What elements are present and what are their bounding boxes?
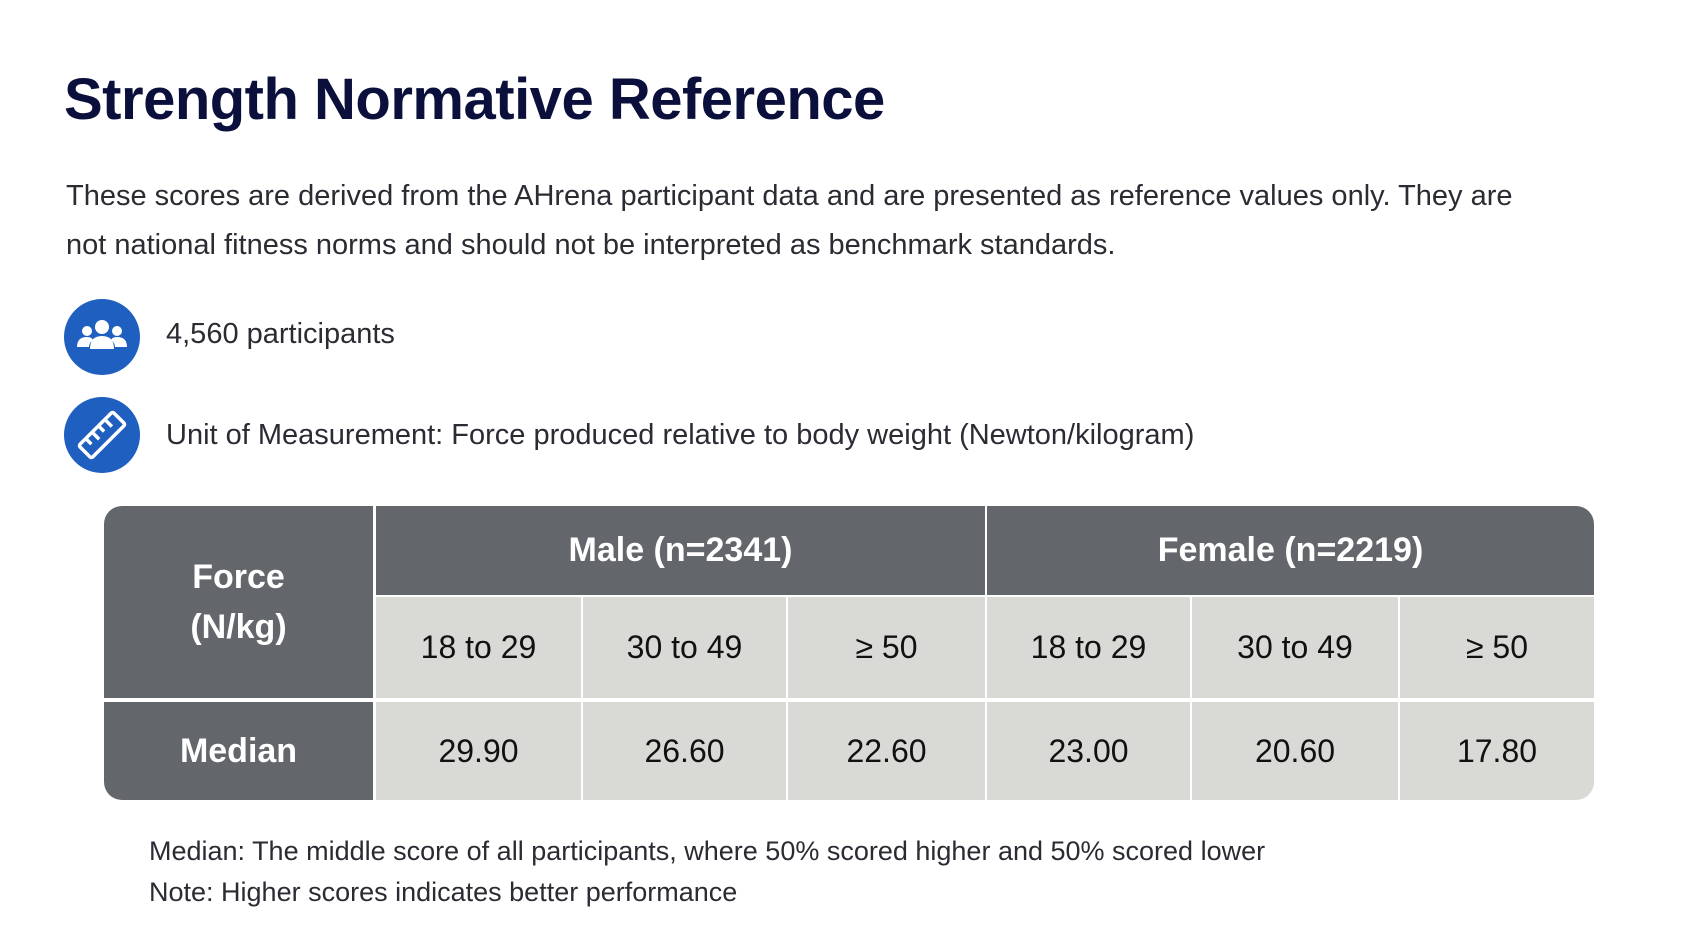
row-label: Median (104, 702, 373, 800)
group-header: Male (n=2341) (376, 506, 985, 595)
age-header: 18 to 29 (376, 597, 581, 698)
value-cell: 23.00 (987, 702, 1190, 800)
title: Strength Normative Reference (64, 67, 885, 132)
participants-icon (64, 299, 140, 375)
age-header: 30 to 49 (583, 597, 786, 698)
participants: 4,560 participants (166, 318, 395, 350)
age-header: ≥ 50 (1400, 597, 1594, 698)
description: These scores are derived from the AHrena… (66, 180, 1513, 261)
value-cell: 17.80 (1400, 702, 1594, 800)
ruler-icon (64, 397, 140, 473)
value-cell: 22.60 (788, 702, 985, 800)
corner-header: Force (N/kg) (104, 506, 373, 698)
age-header: ≥ 50 (788, 597, 985, 698)
value-cell: 29.90 (376, 702, 581, 800)
age-header: 18 to 29 (987, 597, 1190, 698)
group-header: Female (n=2219) (987, 506, 1594, 595)
value-cell: 20.60 (1192, 702, 1398, 800)
footnote: Note: Higher scores indicates better per… (149, 877, 738, 907)
value-cell: 26.60 (583, 702, 786, 800)
footnote: Median: The middle score of all particip… (149, 836, 1266, 866)
age-header: 30 to 49 (1192, 597, 1398, 698)
table: Force (N/kg) Male (n=2341) Female (n=2219)… (104, 506, 1594, 800)
unit: Unit of Measurement: Force produced rela… (166, 419, 1195, 451)
